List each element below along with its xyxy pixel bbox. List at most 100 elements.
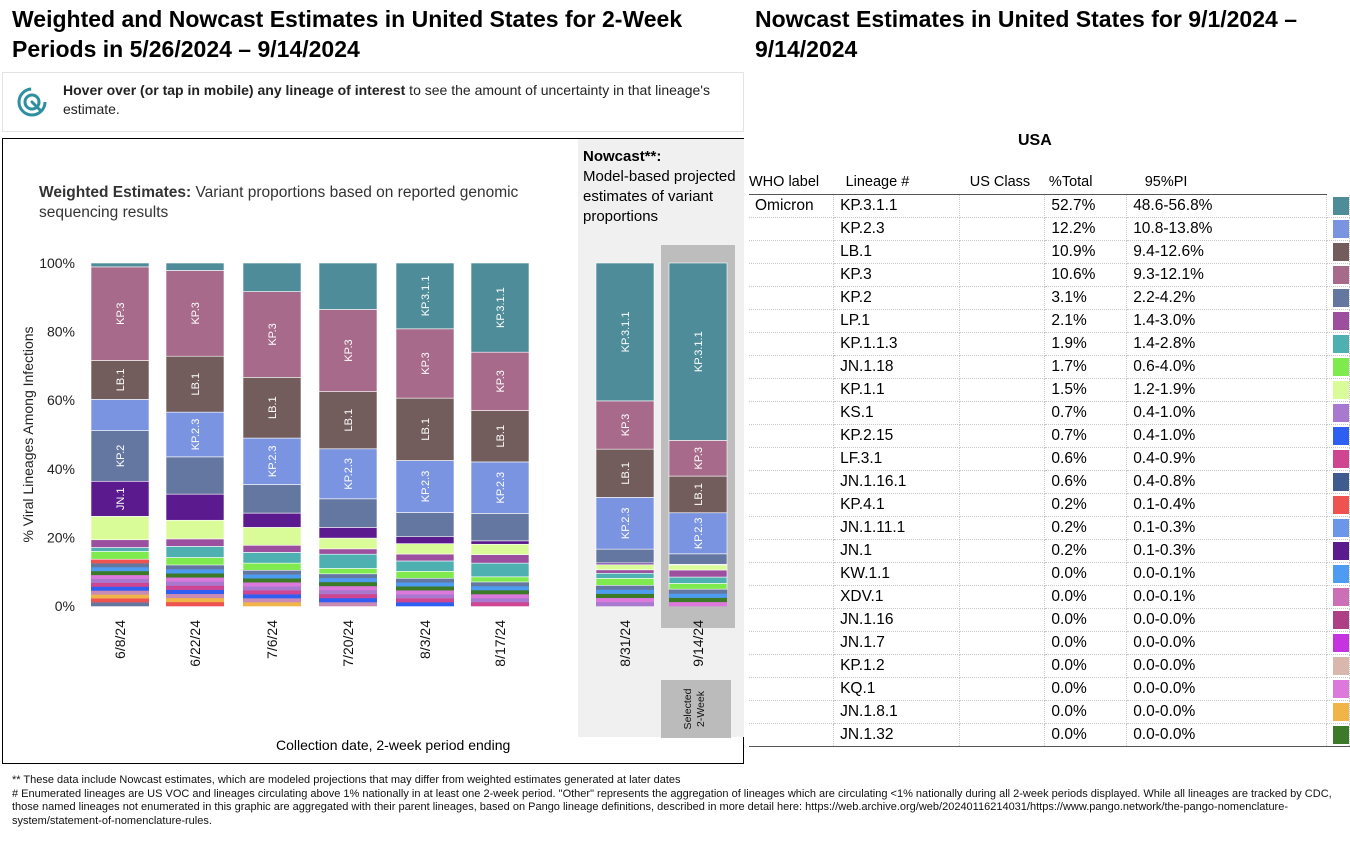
bar-segment[interactable]	[470, 562, 530, 578]
bar-segment[interactable]	[91, 574, 149, 580]
bar-segment[interactable]	[242, 512, 302, 528]
bar-segment[interactable]	[165, 493, 225, 521]
bar-segment[interactable]	[595, 448, 655, 498]
bar-segment[interactable]	[470, 461, 530, 514]
bar-segment[interactable]	[91, 570, 149, 576]
bar-segment[interactable]	[242, 544, 302, 553]
bar-segment[interactable]	[90, 262, 150, 268]
bar-segment[interactable]	[242, 552, 302, 564]
bar-segment[interactable]	[471, 581, 529, 587]
bar-segment[interactable]	[319, 573, 377, 579]
bar-segment[interactable]	[596, 601, 654, 607]
bar-segment[interactable]	[165, 270, 225, 357]
bar-segment[interactable]	[669, 593, 727, 598]
bar-segment[interactable]	[166, 601, 224, 607]
table-row[interactable]: KP.4.1 0.2% 0.1-0.4%	[749, 493, 1350, 517]
bar-segment[interactable]	[395, 512, 455, 538]
bar-segment[interactable]	[596, 585, 654, 590]
bar-segment[interactable]	[668, 569, 728, 578]
table-row[interactable]: KP.1.1.3 1.9% 1.4-2.8%	[749, 332, 1350, 356]
bar-segment[interactable]	[470, 576, 530, 583]
bar-segment[interactable]	[90, 547, 150, 552]
table-row[interactable]: KQ.1 0.0% 0.0-0.0%	[749, 677, 1350, 701]
bar-segment[interactable]	[165, 456, 225, 495]
bar-segment[interactable]	[90, 399, 150, 431]
bar-segment[interactable]	[668, 440, 728, 477]
bar-segment[interactable]	[243, 590, 301, 595]
bar-segment[interactable]	[91, 582, 149, 587]
bar-segment[interactable]	[396, 598, 454, 603]
bar-segment[interactable]	[471, 585, 529, 591]
bar-segment[interactable]	[470, 262, 530, 353]
bar-segment[interactable]	[668, 475, 728, 514]
table-row[interactable]: KS.1 0.7% 0.4-1.0%	[749, 401, 1350, 425]
bar-segment[interactable]	[471, 601, 529, 607]
bar-segment[interactable]	[165, 519, 225, 540]
bar-segment[interactable]	[90, 551, 150, 560]
bar-segment[interactable]	[318, 548, 378, 555]
bar-segment[interactable]	[595, 400, 655, 450]
bar-segment[interactable]	[166, 569, 224, 574]
table-row[interactable]: KP.2.3 12.2% 10.8-13.8%	[749, 217, 1350, 241]
bar-segment[interactable]	[166, 573, 224, 578]
bar-segment[interactable]	[470, 543, 530, 555]
bar-segment[interactable]	[471, 589, 529, 595]
bar-segment[interactable]	[243, 598, 301, 603]
bar-segment[interactable]	[668, 512, 728, 555]
bar-segment[interactable]	[91, 578, 149, 583]
bar-segment[interactable]	[470, 554, 530, 564]
bar-segment[interactable]	[165, 546, 225, 558]
bar-segment[interactable]	[318, 527, 378, 539]
bar-segment[interactable]	[595, 497, 655, 550]
table-row[interactable]: KW.1.1 0.0% 0.0-0.1%	[749, 562, 1350, 586]
bar-segment[interactable]	[318, 537, 378, 550]
bar-segment[interactable]	[90, 516, 150, 541]
bar-segment[interactable]	[669, 597, 727, 603]
bar-segment[interactable]	[242, 262, 302, 292]
bar-segment[interactable]	[318, 448, 378, 500]
bar-segment[interactable]	[319, 585, 377, 591]
table-row[interactable]: KP.1.2 0.0% 0.0-0.0%	[749, 654, 1350, 678]
bar-segment[interactable]	[90, 266, 150, 361]
bar-segment[interactable]	[243, 570, 301, 575]
bar-segment[interactable]	[242, 377, 302, 439]
table-row[interactable]: LF.3.1 0.6% 0.4-0.9%	[749, 447, 1350, 471]
bar-segment[interactable]	[596, 597, 654, 603]
bar-segment[interactable]	[318, 262, 378, 310]
bar-segment[interactable]	[595, 262, 655, 402]
bar-segment[interactable]	[471, 597, 529, 603]
bar-segment[interactable]	[470, 513, 530, 542]
table-row[interactable]: JN.1.8.1 0.0% 0.0-0.0%	[749, 700, 1350, 724]
bar-segment[interactable]	[395, 460, 455, 513]
bar-segment[interactable]	[395, 543, 455, 555]
table-row[interactable]: KP.3 10.6% 9.3-12.1%	[749, 263, 1350, 287]
table-row[interactable]: KP.1.1 1.5% 1.2-1.9%	[749, 378, 1350, 402]
bar-segment[interactable]	[243, 574, 301, 579]
bar-segment[interactable]	[166, 597, 224, 603]
bar-segment[interactable]	[166, 581, 224, 586]
bar-segment[interactable]	[91, 586, 149, 591]
bar-segment[interactable]	[91, 594, 149, 599]
bar-segment[interactable]	[470, 410, 530, 463]
bar-segment[interactable]	[165, 411, 225, 458]
bar-segment[interactable]	[595, 569, 655, 574]
bar-segment[interactable]	[243, 602, 301, 607]
bar-segment[interactable]	[243, 586, 301, 591]
bar-segment[interactable]	[243, 582, 301, 587]
bar-segment[interactable]	[91, 559, 149, 564]
table-row[interactable]: JN.1.16.1 0.6% 0.4-0.8%	[749, 470, 1350, 494]
bar-segment[interactable]	[91, 598, 149, 603]
table-row[interactable]: XDV.1 0.0% 0.0-0.1%	[749, 585, 1350, 609]
bar-segment[interactable]	[668, 576, 728, 584]
bar-segment[interactable]	[165, 355, 225, 413]
bar-segment[interactable]	[396, 582, 454, 587]
bar-segment[interactable]	[243, 578, 301, 583]
table-row[interactable]: LP.1 2.1% 1.4-3.0%	[749, 309, 1350, 333]
bar-segment[interactable]	[319, 601, 377, 607]
bar-segment[interactable]	[242, 484, 302, 514]
bar-segment[interactable]	[318, 309, 378, 392]
table-row[interactable]: JN.1.16 0.0% 0.0-0.0%	[749, 608, 1350, 632]
bar-segment[interactable]	[90, 480, 150, 517]
bar-segment[interactable]	[90, 360, 150, 400]
bar-segment[interactable]	[242, 562, 302, 571]
